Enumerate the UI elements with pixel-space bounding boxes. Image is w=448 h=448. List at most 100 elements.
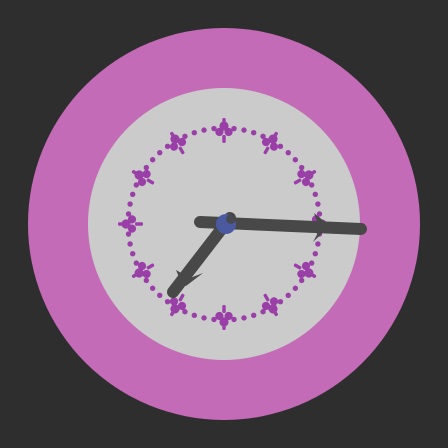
- hour-marker-shape: [261, 301, 271, 311]
- hour-marker-shape: [127, 224, 137, 233]
- hour-marker-8: [131, 261, 155, 279]
- hour-hand-arrowhead: [176, 270, 203, 286]
- hour-marker-shape: [146, 178, 155, 185]
- hour-marker-shape: [222, 118, 226, 127]
- hour-marker-shape: [307, 169, 317, 177]
- hour-marker-shape: [169, 131, 177, 141]
- hour-marker-shape: [169, 297, 179, 306]
- minute-dot: [309, 182, 315, 188]
- minute-dot: [191, 312, 198, 318]
- hour-marker-shape: [169, 142, 179, 151]
- hour-marker-shape: [177, 137, 187, 147]
- minute-dot: [260, 133, 266, 139]
- hour-marker-shape: [142, 169, 151, 179]
- minute-dot: [309, 260, 315, 266]
- minute-dot: [315, 201, 321, 207]
- minute-dot: [285, 149, 291, 156]
- minute-dot: [157, 292, 163, 299]
- hour-marker-shape: [224, 127, 233, 137]
- hour-marker-shape: [224, 311, 233, 321]
- hour-marker-shape: [271, 307, 279, 317]
- minute-dot: [298, 277, 305, 284]
- hour-marker-shape: [297, 169, 306, 179]
- minute-dot: [292, 157, 299, 163]
- hour-marker-shape: [297, 269, 306, 279]
- minute-dot: [201, 315, 207, 321]
- minute-dot: [149, 157, 156, 163]
- minute-dot: [292, 285, 299, 291]
- hour-marker-shape: [178, 293, 185, 302]
- minute-dot: [125, 211, 132, 217]
- minute-dot: [231, 316, 237, 323]
- minute-dot: [127, 201, 133, 207]
- minute-dot: [157, 149, 163, 156]
- hour-marker-shape: [261, 137, 271, 147]
- hour-marker-shape: [307, 271, 317, 279]
- hour-marker-shape: [169, 307, 177, 317]
- hour-marker-4: [293, 261, 317, 279]
- hour-marker-shape: [269, 142, 279, 151]
- minute-dot: [149, 285, 156, 291]
- minute-dot: [182, 133, 188, 139]
- minute-dot: [133, 182, 139, 188]
- minute-dot: [143, 164, 150, 171]
- minute-dot: [211, 316, 217, 323]
- minute-dot: [315, 241, 321, 247]
- hour-marker-shape: [215, 311, 224, 321]
- hour-markers: [118, 118, 330, 330]
- hour-marker-shape: [142, 269, 151, 279]
- minute-dot: [164, 143, 171, 150]
- hour-marker-10: [131, 169, 155, 187]
- hour-marker-shape: [263, 146, 270, 155]
- minute-dot: [164, 298, 171, 305]
- hour-marker-shape: [222, 135, 226, 143]
- hour-marker-shape: [271, 131, 279, 141]
- minute-dot: [231, 125, 237, 132]
- minute-dot: [241, 315, 247, 321]
- hour-marker-shape: [135, 222, 143, 226]
- center-cap-shadow: [226, 214, 236, 224]
- minute-dot: [125, 231, 132, 237]
- hour-marker-shape: [137, 177, 147, 187]
- minute-dot: [191, 130, 198, 136]
- minute-dot: [316, 211, 323, 217]
- hour-marker-1: [261, 131, 279, 155]
- hour-marker-11: [169, 131, 187, 155]
- minute-dot: [260, 309, 266, 315]
- hour-marker-12: [215, 118, 233, 143]
- minute-dot: [130, 250, 136, 257]
- minute-dot: [298, 164, 305, 171]
- minute-hand-arrowhead: [313, 213, 330, 242]
- minute-dot: [277, 143, 284, 150]
- hour-marker-6: [215, 305, 233, 330]
- hour-marker-shape: [137, 261, 147, 271]
- hour-marker-shape: [301, 261, 311, 271]
- hour-marker-shape: [269, 297, 279, 306]
- hour-marker-shape: [127, 215, 137, 224]
- hour-marker-shape: [146, 263, 155, 270]
- minute-dot: [201, 127, 207, 133]
- hour-marker-5: [261, 293, 279, 317]
- minute-dot: [143, 277, 150, 284]
- minute-dot: [250, 130, 257, 136]
- hour-marker-shape: [222, 305, 226, 313]
- minute-dot: [182, 309, 188, 315]
- hour-marker-shape: [178, 146, 185, 155]
- minute-dot: [130, 191, 136, 198]
- minute-dot: [127, 241, 133, 247]
- hour-marker-shape: [293, 178, 302, 185]
- minute-dot: [277, 298, 284, 305]
- minute-dot: [211, 125, 217, 132]
- hour-marker-shape: [118, 222, 127, 226]
- hour-marker-shape: [293, 263, 302, 270]
- hour-marker-shape: [215, 127, 224, 137]
- hour-marker-7: [169, 293, 187, 317]
- minute-dot: [312, 191, 318, 198]
- hour-marker-shape: [177, 301, 187, 311]
- hour-marker-shape: [131, 271, 141, 279]
- hour-marker-shape: [222, 321, 226, 330]
- minute-dot: [133, 260, 139, 266]
- hour-marker-shape: [263, 293, 270, 302]
